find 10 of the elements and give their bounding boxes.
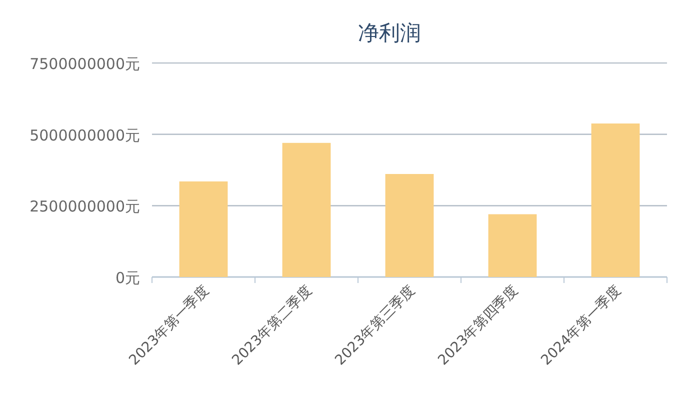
bar xyxy=(488,214,537,277)
y-tick-label: 7500000000元 xyxy=(30,55,140,73)
bar xyxy=(179,181,228,277)
bar xyxy=(385,174,434,277)
chart-title: 净利润 xyxy=(358,21,421,45)
bar xyxy=(591,123,640,277)
y-tick-label: 5000000000元 xyxy=(30,126,140,144)
y-tick-label: 0元 xyxy=(115,269,140,287)
bar xyxy=(282,142,331,277)
y-tick-label: 2500000000元 xyxy=(30,198,140,216)
